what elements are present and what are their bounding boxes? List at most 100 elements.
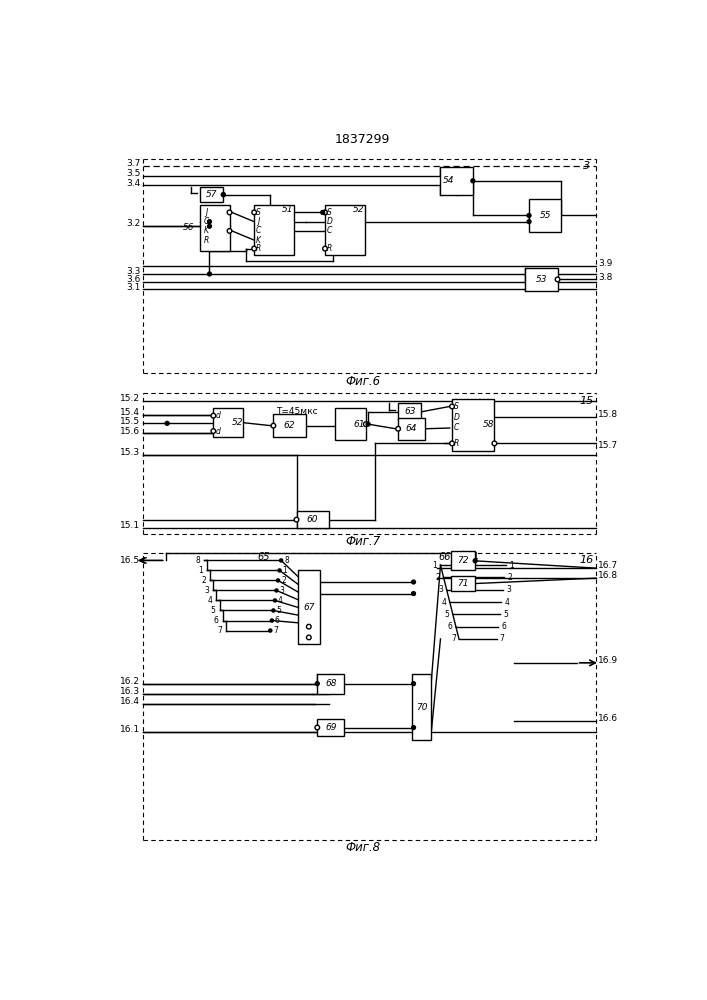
Text: 15.8: 15.8 — [598, 410, 619, 419]
Text: 3.5: 3.5 — [126, 169, 140, 178]
Circle shape — [165, 421, 169, 425]
Text: 64: 64 — [406, 424, 417, 433]
Text: J: J — [205, 208, 208, 217]
Text: 16.2: 16.2 — [120, 677, 140, 686]
Text: 4: 4 — [278, 596, 283, 605]
Text: R: R — [256, 244, 262, 253]
Text: 1: 1 — [509, 561, 514, 570]
Text: D: D — [327, 217, 332, 226]
Text: 62: 62 — [284, 421, 296, 430]
Text: 5: 5 — [276, 606, 281, 615]
Circle shape — [269, 629, 272, 632]
Circle shape — [294, 517, 299, 522]
Circle shape — [221, 193, 226, 197]
Text: 5: 5 — [503, 610, 508, 619]
Text: J: J — [257, 217, 260, 226]
Text: 1: 1 — [433, 561, 438, 570]
Text: 7: 7 — [500, 634, 505, 643]
Text: 1: 1 — [283, 566, 287, 575]
Circle shape — [272, 609, 275, 612]
Circle shape — [527, 220, 531, 224]
Bar — [412, 674, 431, 740]
Circle shape — [527, 214, 531, 217]
Bar — [317, 674, 344, 694]
Text: 15.3: 15.3 — [120, 448, 140, 457]
Circle shape — [471, 179, 475, 183]
Circle shape — [208, 272, 211, 276]
Text: 1: 1 — [473, 552, 477, 561]
Circle shape — [278, 569, 281, 572]
Bar — [296, 511, 329, 528]
Circle shape — [227, 229, 232, 233]
Text: Фиг.7: Фиг.7 — [345, 535, 380, 548]
Text: 3: 3 — [583, 161, 590, 171]
Text: 53: 53 — [536, 275, 547, 284]
Text: 8: 8 — [196, 556, 200, 565]
Circle shape — [279, 559, 283, 562]
Text: 72: 72 — [457, 556, 469, 565]
Circle shape — [252, 210, 257, 215]
Text: 4: 4 — [504, 598, 509, 607]
Text: 58: 58 — [482, 420, 494, 429]
Text: 69: 69 — [325, 723, 337, 732]
Text: C: C — [256, 226, 262, 235]
Text: d: d — [216, 427, 221, 436]
Text: 1: 1 — [199, 566, 204, 575]
Text: 16.1: 16.1 — [120, 725, 140, 734]
Text: 3: 3 — [279, 586, 284, 595]
Text: R: R — [454, 439, 460, 448]
Text: 3: 3 — [204, 586, 209, 595]
Circle shape — [315, 682, 320, 686]
Text: 16.8: 16.8 — [598, 571, 619, 580]
Circle shape — [396, 426, 400, 431]
Circle shape — [274, 599, 276, 602]
Text: 60: 60 — [307, 515, 318, 524]
Text: Фиг.8: Фиг.8 — [345, 841, 380, 854]
Bar — [317, 719, 344, 736]
Text: d: d — [216, 411, 221, 420]
Text: 15: 15 — [580, 396, 594, 406]
Text: 3.7: 3.7 — [126, 159, 140, 168]
Text: 57: 57 — [206, 190, 218, 199]
Text: 2: 2 — [436, 573, 440, 582]
Text: 3: 3 — [439, 585, 443, 594]
Circle shape — [315, 725, 320, 730]
Circle shape — [270, 619, 274, 622]
Bar — [398, 403, 421, 420]
Text: 6: 6 — [501, 622, 506, 631]
Text: Фиг.6: Фиг.6 — [345, 375, 380, 388]
Text: 16.3: 16.3 — [120, 687, 140, 696]
Text: 15.6: 15.6 — [120, 427, 140, 436]
Circle shape — [211, 413, 216, 418]
Text: T=45мкс: T=45мкс — [276, 407, 317, 416]
Bar — [214, 408, 243, 437]
Text: 16: 16 — [580, 555, 594, 565]
Text: 1837299: 1837299 — [335, 133, 390, 146]
Text: 6: 6 — [214, 616, 218, 625]
Text: 4: 4 — [208, 596, 213, 605]
Text: 3.9: 3.9 — [598, 259, 613, 268]
Circle shape — [492, 441, 497, 446]
Circle shape — [307, 635, 311, 640]
Text: 15.4: 15.4 — [120, 408, 140, 417]
Circle shape — [208, 220, 211, 224]
Text: 3.6: 3.6 — [126, 275, 140, 284]
Text: 5: 5 — [445, 610, 450, 619]
Text: R: R — [204, 236, 209, 245]
Text: 3.8: 3.8 — [598, 273, 613, 282]
Bar — [529, 199, 561, 232]
Text: 16.6: 16.6 — [598, 714, 619, 723]
Circle shape — [276, 579, 279, 582]
Text: 7: 7 — [217, 626, 222, 635]
Bar — [525, 268, 558, 291]
Text: 3: 3 — [506, 585, 511, 594]
Text: 16.9: 16.9 — [598, 656, 619, 665]
Text: 2: 2 — [281, 576, 286, 585]
Text: 5: 5 — [211, 606, 216, 615]
Bar — [200, 205, 230, 251]
Circle shape — [252, 246, 257, 251]
Text: 2: 2 — [201, 576, 206, 585]
Text: 65: 65 — [257, 552, 269, 562]
Text: 52: 52 — [232, 418, 244, 427]
Circle shape — [208, 224, 211, 228]
